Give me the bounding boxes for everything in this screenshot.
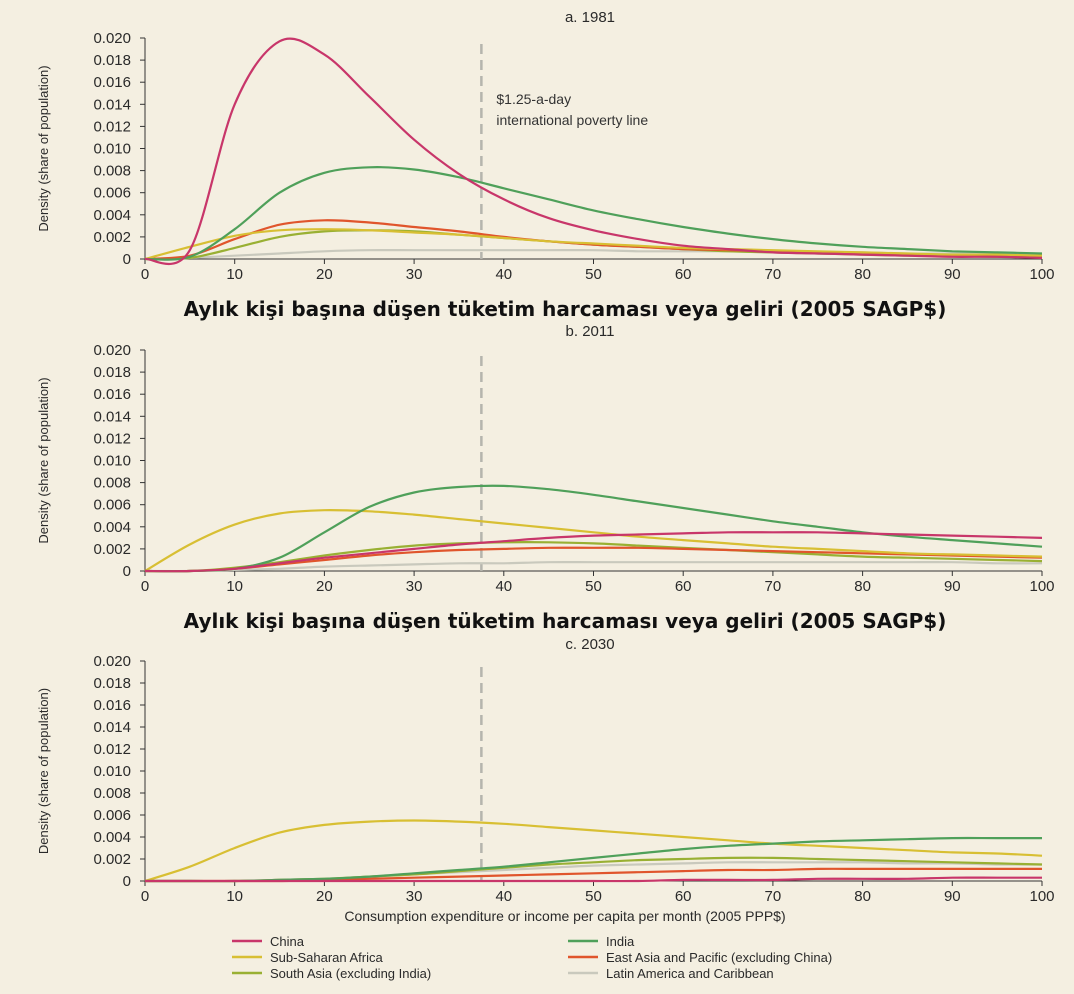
- x-tick-label: 20: [316, 578, 333, 595]
- series-line-china: [144, 37, 1043, 266]
- x-tick-label: 20: [316, 888, 333, 905]
- x-tick-label: 80: [854, 266, 871, 283]
- x-tick-label: 10: [226, 888, 243, 905]
- x-tick-label: 30: [406, 266, 423, 283]
- x-tick-label: 100: [1029, 578, 1054, 595]
- y-tick-label: 0.014: [93, 96, 131, 113]
- series-line-latin-america-and-caribbean: [144, 561, 1043, 573]
- y-tick-label: 0.020: [93, 342, 131, 359]
- x-axis-label: Aylık kişi başına düşen tüketim harcamas…: [184, 297, 947, 321]
- x-tick-label: 80: [854, 578, 871, 595]
- y-tick-label: 0: [123, 251, 131, 268]
- y-tick-label: 0.004: [93, 519, 131, 536]
- y-tick-label: 0.006: [93, 807, 131, 824]
- y-tick-label: 0.010: [93, 141, 131, 158]
- y-tick-label: 0.020: [93, 653, 131, 670]
- y-axis-label: Density (share of population): [36, 377, 51, 543]
- y-tick-label: 0.010: [93, 763, 131, 780]
- legend-label: Latin America and Caribbean: [606, 966, 774, 981]
- x-tick-label: 60: [675, 266, 692, 283]
- y-tick-label: 0.020: [93, 30, 131, 47]
- x-tick-label: 50: [585, 888, 602, 905]
- x-tick-label: 70: [765, 888, 782, 905]
- y-tick-label: 0.016: [93, 386, 131, 403]
- y-tick-label: 0.002: [93, 229, 131, 246]
- legend-label: South Asia (excluding India): [270, 966, 431, 981]
- x-tick-label: 90: [944, 266, 961, 283]
- series-line-india: [144, 166, 1043, 261]
- panel-title: c. 2030: [565, 636, 614, 653]
- y-tick-label: 0.010: [93, 453, 131, 470]
- y-tick-label: 0.016: [93, 697, 131, 714]
- series-line-south-asia-excluding-india: [144, 541, 1043, 573]
- y-tick-label: 0.004: [93, 829, 131, 846]
- x-tick-label: 10: [226, 578, 243, 595]
- x-tick-label: 80: [854, 888, 871, 905]
- y-tick-label: 0.008: [93, 163, 131, 180]
- y-tick-label: 0.014: [93, 408, 131, 425]
- x-tick-label: 40: [495, 578, 512, 595]
- series-line-sub-saharan-africa: [144, 228, 1043, 261]
- x-tick-label: 40: [495, 266, 512, 283]
- y-tick-label: 0.002: [93, 541, 131, 558]
- series-line-east-asia-and-pacific-excluding-china: [144, 546, 1043, 573]
- legend-label: East Asia and Pacific (excluding China): [606, 950, 832, 965]
- series-line-sub-saharan-africa: [144, 819, 1043, 883]
- y-tick-label: 0.016: [93, 74, 131, 91]
- y-tick-label: 0.006: [93, 185, 131, 202]
- y-tick-label: 0.018: [93, 52, 131, 69]
- poverty-line-annotation: international poverty line: [496, 112, 648, 128]
- y-tick-label: 0.018: [93, 364, 131, 381]
- x-tick-label: 90: [944, 888, 961, 905]
- y-tick-label: 0.004: [93, 207, 131, 224]
- x-tick-label: 0: [141, 266, 149, 283]
- x-tick-label: 60: [675, 578, 692, 595]
- legend-label: India: [606, 934, 635, 949]
- x-tick-label: 50: [585, 578, 602, 595]
- y-tick-label: 0.018: [93, 675, 131, 692]
- series-line-india: [145, 836, 1042, 883]
- x-tick-label: 100: [1029, 888, 1054, 905]
- series-line-china: [144, 531, 1043, 573]
- x-tick-label: 90: [944, 578, 961, 595]
- x-axis-label: Consumption expenditure or income per ca…: [344, 908, 785, 924]
- series-line-india: [144, 484, 1043, 573]
- series-line-sub-saharan-africa: [144, 509, 1043, 572]
- series-line-china: [145, 876, 1042, 883]
- y-tick-label: 0: [123, 563, 131, 580]
- y-tick-label: 0.002: [93, 851, 131, 868]
- y-tick-label: 0.006: [93, 497, 131, 514]
- y-axis-label: Density (share of population): [36, 688, 51, 854]
- y-tick-label: 0.012: [93, 430, 131, 447]
- y-axis-label: Density (share of population): [36, 65, 51, 231]
- x-tick-label: 20: [316, 266, 333, 283]
- panel-title: a. 1981: [565, 9, 615, 26]
- panel-title: b. 2011: [566, 323, 615, 340]
- poverty-line-annotation: $1.25-a-day: [496, 91, 571, 107]
- x-tick-label: 0: [141, 888, 149, 905]
- y-tick-label: 0.012: [93, 118, 131, 135]
- y-tick-label: 0.008: [93, 475, 131, 492]
- y-tick-label: 0: [123, 873, 131, 890]
- x-axis-label: Aylık kişi başına düşen tüketim harcamas…: [184, 609, 947, 633]
- x-tick-label: 70: [765, 266, 782, 283]
- x-tick-label: 40: [495, 888, 512, 905]
- x-tick-label: 30: [406, 578, 423, 595]
- y-tick-label: 0.008: [93, 785, 131, 802]
- x-tick-label: 100: [1029, 266, 1054, 283]
- y-tick-label: 0.014: [93, 719, 131, 736]
- x-tick-label: 50: [585, 266, 602, 283]
- x-tick-label: 0: [141, 578, 149, 595]
- x-tick-label: 70: [765, 578, 782, 595]
- x-tick-label: 30: [406, 888, 423, 905]
- x-tick-label: 10: [226, 266, 243, 283]
- x-tick-label: 60: [675, 888, 692, 905]
- y-tick-label: 0.012: [93, 741, 131, 758]
- legend-label: China: [270, 934, 305, 949]
- legend-label: Sub-Saharan Africa: [270, 950, 384, 965]
